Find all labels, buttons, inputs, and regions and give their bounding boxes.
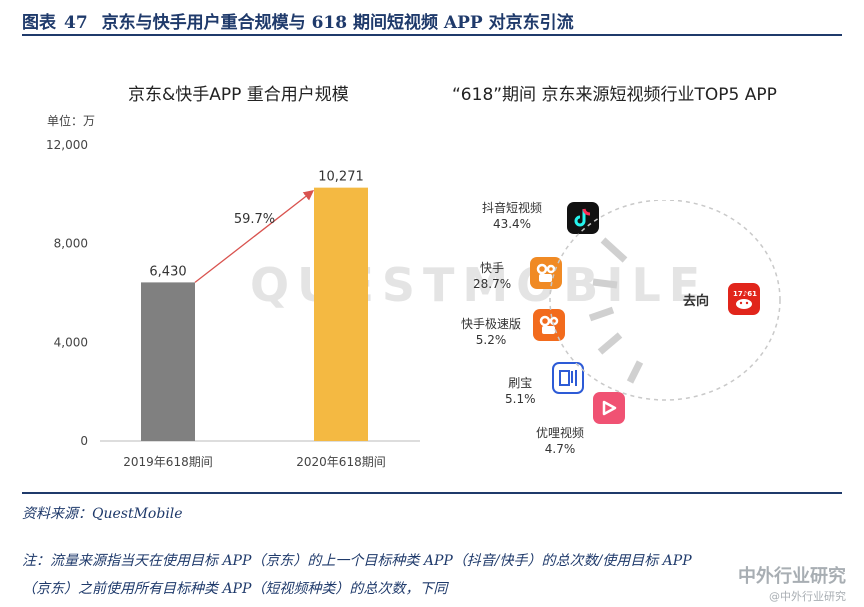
- source-label-douyin: 抖音短视频 43.4%: [482, 201, 543, 231]
- flow-arrow-4: [597, 332, 623, 355]
- y-tick-label: 8,000: [54, 237, 88, 251]
- flow-circle: [549, 200, 781, 401]
- bar-value-label: 6,430: [149, 264, 186, 279]
- flow-arrow-1: [600, 237, 628, 263]
- y-tick-label: 0: [80, 434, 88, 448]
- top-rule: [22, 34, 842, 36]
- y-tick-label: 12,000: [46, 138, 88, 152]
- bar-value-label: 10,271: [318, 170, 364, 185]
- y-tick-label: 4,000: [54, 335, 88, 349]
- bar-chart: 0 4,000 8,000 12,000 6,430 2019年618期间 10,271 20…: [46, 138, 420, 469]
- bar-chart-title: 京东&快手APP 重合用户规模: [128, 85, 349, 105]
- flow-arrow-3: [588, 306, 615, 322]
- flow-chart-title: “618”期间 京东来源短视频行业TOP5 APP: [452, 85, 777, 105]
- destination-label: 去向: [683, 294, 710, 309]
- bottom-rule: [22, 492, 842, 494]
- jd-app-icon: 17♪618: [728, 283, 760, 315]
- note-line-1: 注：流量来源指当天在使用目标 APP（京东）的上一个目标种类 APP（抖音/快手…: [22, 553, 692, 569]
- youli-icon: [593, 392, 625, 424]
- source-label-youli: 优哩视频 4.7%: [536, 426, 585, 456]
- figure-title-text: 京东与快手用户重合规模与 618 期间短视频 APP 对京东引流: [101, 13, 574, 33]
- svg-text:17♪618: 17♪618: [733, 290, 757, 298]
- source-label-kuaishou-lite: 快手极速版 5.2%: [461, 317, 522, 347]
- flow-diagram: [549, 200, 781, 401]
- flow-arrow-2: [592, 278, 618, 289]
- figure-label: 图表: [22, 13, 56, 33]
- figure-title: 图表 47 京东与快手用户重合规模与 618 期间短视频 APP 对京东引流: [22, 8, 574, 33]
- bar-2: [314, 187, 368, 441]
- source-label-kuaishou: 快手 28.7%: [473, 261, 512, 291]
- corner-watermark: 中外行业研究 @中外行业研究: [738, 562, 846, 604]
- source-label-shuabao: 刷宝 5.1%: [505, 376, 536, 406]
- kuaishou-icon: [530, 257, 562, 289]
- source-text: 资料来源：QuestMobile: [22, 506, 183, 522]
- flow-arrow-5: [626, 360, 644, 384]
- note-line-2: （京东）之前使用所有目标种类 APP（短视频种类）的总次数，下同: [22, 581, 448, 597]
- x-tick-label: 2019年618期间: [123, 455, 212, 469]
- shuabao-icon: [552, 362, 584, 394]
- figure-number: 47: [64, 13, 88, 33]
- corner-watermark-main: 中外行业研究: [738, 566, 846, 587]
- note-text: 注：流量来源指当天在使用目标 APP（京东）的上一个目标种类 APP（抖音/快手…: [22, 547, 852, 603]
- x-tick-label: 2020年618期间: [296, 455, 385, 469]
- corner-watermark-sub: @中外行业研究: [769, 590, 846, 603]
- growth-arrow: [194, 190, 315, 283]
- growth-label: 59.7%: [234, 212, 275, 227]
- bar-1: [141, 282, 195, 441]
- douyin-icon: [567, 202, 599, 234]
- unit-label: 单位：万: [47, 114, 96, 128]
